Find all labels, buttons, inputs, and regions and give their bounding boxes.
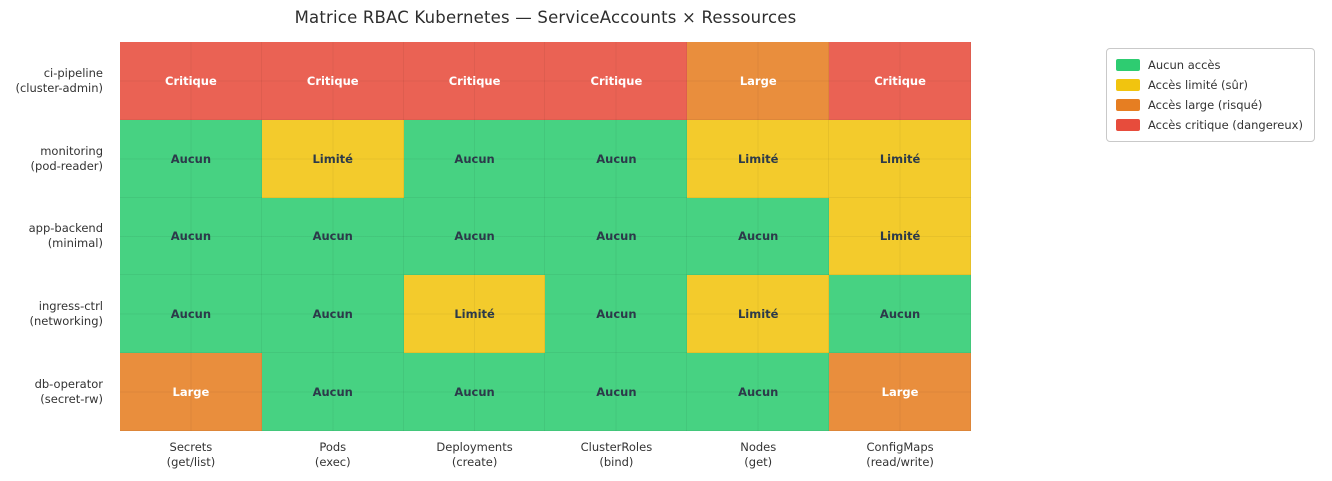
cell-ci-pipeline-Secrets: Critique (120, 42, 262, 120)
legend-swatch-large (1116, 99, 1140, 111)
serviceaccount-name: ci-pipeline (43, 65, 103, 80)
resource-name: Deployments (436, 440, 513, 454)
cell-app-backend-Pods: Aucun (261, 197, 404, 276)
resource-name: Pods (319, 440, 347, 454)
serviceaccount-name: ingress-ctrl (38, 299, 103, 314)
cell-app-backend-Deployments: Aucun (403, 197, 546, 276)
legend-entry-critique: Accès critique (dangereux) (1116, 118, 1303, 132)
serviceaccount-role: (networking) (29, 314, 103, 329)
row-label-app-backend: app-backend (minimal) (0, 198, 112, 276)
resource-verb: (create) (451, 455, 498, 470)
cell-db-operator-ClusterRoles: Aucun (545, 353, 688, 431)
serviceaccount-name: monitoring (40, 143, 103, 158)
cell-monitoring-Deployments: Aucun (403, 119, 546, 198)
cell-ci-pipeline-Nodes: Large (687, 42, 830, 120)
legend-label: Aucun accès (1148, 58, 1221, 72)
cell-ingress-ctrl-ClusterRoles: Aucun (545, 275, 688, 354)
serviceaccount-role: (secret-rw) (40, 392, 103, 407)
resource-verb: (get/list) (166, 455, 216, 470)
cell-monitoring-ClusterRoles: Aucun (545, 119, 688, 198)
cell-monitoring-ConfigMaps: Limité (829, 119, 971, 198)
cell-monitoring-Pods: Limité (261, 119, 404, 198)
col-label-Secrets: Secrets (get/list) (120, 440, 262, 470)
col-label-Pods: Pods (exec) (262, 440, 404, 470)
legend-label: Accès limité (sûr) (1148, 78, 1249, 92)
resource-name: ClusterRoles (580, 440, 653, 454)
legend-swatch-critique (1116, 119, 1140, 131)
chart-title: Matrice RBAC Kubernetes — ServiceAccount… (294, 8, 797, 27)
legend-entry-limite: Accès limité (sûr) (1116, 78, 1303, 92)
cell-db-operator-ConfigMaps: Large (829, 353, 971, 431)
resource-name: Secrets (169, 440, 213, 454)
legend-entry-large: Accès large (risqué) (1116, 98, 1303, 112)
cell-ci-pipeline-ConfigMaps: Critique (829, 42, 971, 120)
col-label-ConfigMaps: ConfigMaps (read/write) (829, 440, 971, 470)
cell-monitoring-Secrets: Aucun (120, 119, 262, 198)
cell-ingress-ctrl-Deployments: Limité (403, 275, 546, 354)
legend-swatch-aucun (1116, 59, 1140, 71)
serviceaccount-role: (pod-reader) (30, 158, 103, 173)
legend-label: Accès critique (dangereux) (1148, 118, 1303, 132)
row-label-ingress-ctrl: ingress-ctrl (networking) (0, 275, 112, 353)
cell-db-operator-Pods: Aucun (261, 353, 404, 431)
resource-name: ConfigMaps (866, 440, 934, 454)
resource-verb: (exec) (314, 455, 351, 470)
row-label-db-operator: db-operator (secret-rw) (0, 353, 112, 431)
serviceaccount-role: (minimal) (47, 236, 103, 251)
cell-db-operator-Secrets: Large (120, 353, 262, 431)
cell-app-backend-ConfigMaps: Limité (829, 197, 971, 276)
resource-verb: (read/write) (866, 455, 934, 470)
cell-ci-pipeline-Deployments: Critique (403, 42, 546, 120)
cell-ingress-ctrl-Pods: Aucun (261, 275, 404, 354)
legend-label: Accès large (risqué) (1148, 98, 1263, 112)
row-label-ci-pipeline: ci-pipeline (cluster-admin) (0, 42, 112, 120)
heatmap-grid: Critique Critique Critique Critique Large Cri… (120, 42, 971, 431)
resource-verb: (get) (744, 455, 773, 470)
col-label-Nodes: Nodes (get) (687, 440, 829, 470)
x-axis-labels: Secrets (get/list) Pods (exec) Deployments (c… (120, 440, 971, 470)
cell-app-backend-Nodes: Aucun (687, 197, 830, 276)
cell-app-backend-ClusterRoles: Aucun (545, 197, 688, 276)
cell-ci-pipeline-Pods: Critique (261, 42, 404, 120)
cell-app-backend-Secrets: Aucun (120, 197, 262, 276)
row-label-monitoring: monitoring (pod-reader) (0, 120, 112, 198)
cell-monitoring-Nodes: Limité (687, 119, 830, 198)
cell-db-operator-Nodes: Aucun (687, 353, 830, 431)
cell-ingress-ctrl-Nodes: Limité (687, 275, 830, 354)
y-axis-labels: ci-pipeline (cluster-admin) monitoring (pod… (0, 42, 112, 431)
serviceaccount-name: db-operator (34, 376, 103, 391)
serviceaccount-name: app-backend (28, 221, 103, 236)
col-label-Deployments: Deployments (create) (404, 440, 546, 470)
cell-ingress-ctrl-Secrets: Aucun (120, 275, 262, 354)
cell-ingress-ctrl-ConfigMaps: Aucun (829, 275, 971, 354)
legend: Aucun accès Accès limité (sûr) Accès large… (1106, 48, 1315, 142)
serviceaccount-role: (cluster-admin) (15, 80, 103, 95)
cell-db-operator-Deployments: Aucun (403, 353, 546, 431)
legend-entry-aucun: Aucun accès (1116, 58, 1303, 72)
resource-verb: (bind) (599, 455, 634, 470)
cell-ci-pipeline-ClusterRoles: Critique (545, 42, 688, 120)
legend-swatch-limite (1116, 79, 1140, 91)
resource-name: Nodes (740, 440, 777, 454)
col-label-ClusterRoles: ClusterRoles (bind) (545, 440, 687, 470)
